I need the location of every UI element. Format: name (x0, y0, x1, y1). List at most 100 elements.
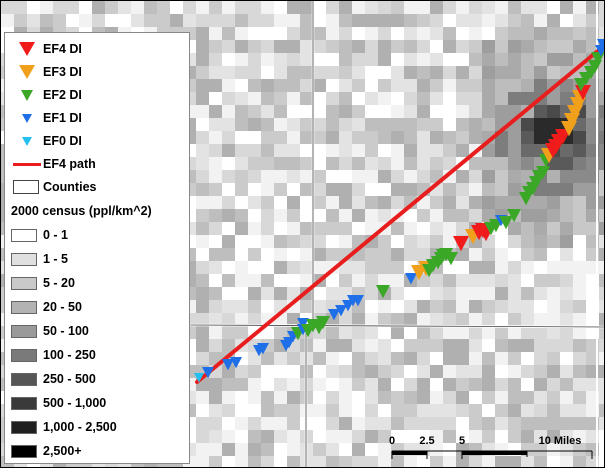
census-cell (508, 313, 521, 326)
census-cell (534, 417, 547, 430)
census-cell (404, 261, 417, 274)
census-cell (313, 456, 326, 467)
census-cell (573, 170, 586, 183)
census-cell (235, 92, 248, 105)
census-cell (209, 53, 222, 66)
census-cell (547, 417, 560, 430)
census-cell (586, 261, 599, 274)
census-cell (586, 144, 599, 157)
census-cell (443, 430, 456, 443)
census-class-label: 1 - 5 (43, 252, 69, 266)
census-cell (378, 14, 391, 27)
census-cell (417, 14, 430, 27)
census-cell (300, 196, 313, 209)
census-cell (339, 352, 352, 365)
legend-triangle-icon (11, 108, 43, 128)
census-cell (469, 300, 482, 313)
census-cell (547, 209, 560, 222)
census-cell (599, 105, 604, 118)
census-cell (521, 14, 534, 27)
census-cell (417, 430, 430, 443)
census-cell (326, 443, 339, 456)
census-cell (430, 339, 443, 352)
census-cell (417, 92, 430, 105)
census-cell (339, 235, 352, 248)
census-cell (300, 53, 313, 66)
census-cell (326, 40, 339, 53)
census-cell (248, 196, 261, 209)
census-cell (248, 430, 261, 443)
census-cell (326, 53, 339, 66)
census-cell (326, 170, 339, 183)
census-cell (560, 235, 573, 248)
census-cell (508, 456, 521, 467)
census-cell (521, 417, 534, 430)
census-cell (599, 27, 604, 40)
census-class-item: 250 - 500 (11, 369, 96, 389)
census-cell (469, 79, 482, 92)
census-cell (586, 430, 599, 443)
census-cell (235, 417, 248, 430)
census-cell (469, 456, 482, 467)
census-cell (599, 222, 604, 235)
census-cell (313, 79, 326, 92)
census-cell (599, 196, 604, 209)
census-cell (560, 417, 573, 430)
census-cell (430, 209, 443, 222)
census-cell (417, 352, 430, 365)
census-cell (287, 417, 300, 430)
census-cell (443, 92, 456, 105)
census-cell (300, 131, 313, 144)
census-cell (521, 66, 534, 79)
census-cell (339, 443, 352, 456)
census-cell (547, 300, 560, 313)
census-cell (521, 118, 534, 131)
census-cell (222, 92, 235, 105)
census-cell (235, 235, 248, 248)
census-cell (365, 378, 378, 391)
census-cell (313, 235, 326, 248)
census-cell (482, 53, 495, 66)
census-cell (352, 417, 365, 430)
census-cell (521, 378, 534, 391)
census-cell (222, 196, 235, 209)
census-cell (222, 79, 235, 92)
census-cell (287, 157, 300, 170)
census-cell (547, 430, 560, 443)
census-cell (456, 53, 469, 66)
census-cell (586, 313, 599, 326)
census-cell (339, 170, 352, 183)
census-cell (196, 222, 209, 235)
census-cell (586, 170, 599, 183)
census-cell (196, 339, 209, 352)
census-cell (261, 443, 274, 456)
census-cell (196, 313, 209, 326)
census-cell (534, 391, 547, 404)
census-cell (495, 404, 508, 417)
census-cell (547, 27, 560, 40)
census-cell (118, 1, 131, 14)
census-cell (547, 352, 560, 365)
census-cell (248, 378, 261, 391)
census-cell (482, 183, 495, 196)
census-cell (326, 339, 339, 352)
census-cell (456, 274, 469, 287)
census-cell (235, 287, 248, 300)
census-cell (508, 53, 521, 66)
census-cell (326, 352, 339, 365)
census-cell (222, 378, 235, 391)
census-cell (534, 365, 547, 378)
census-cell (599, 313, 604, 326)
census-cell (508, 404, 521, 417)
census-cell (235, 66, 248, 79)
census-cell (430, 196, 443, 209)
census-cell (222, 222, 235, 235)
census-cell (326, 1, 339, 14)
census-cell (287, 92, 300, 105)
census-cell (287, 261, 300, 274)
census-cell (443, 391, 456, 404)
census-cell (144, 1, 157, 14)
census-cell (222, 261, 235, 274)
census-cell (469, 157, 482, 170)
census-cell (209, 378, 222, 391)
